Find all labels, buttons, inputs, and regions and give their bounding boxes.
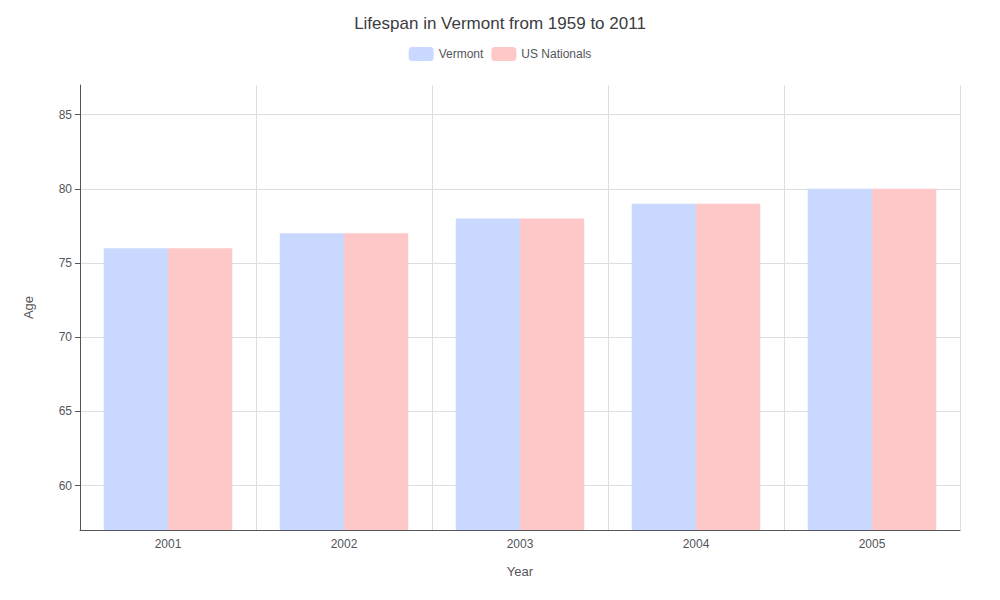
svg-text:60: 60 bbox=[59, 479, 73, 493]
svg-text:2003: 2003 bbox=[507, 537, 534, 551]
svg-text:75: 75 bbox=[59, 256, 73, 270]
svg-text:2001: 2001 bbox=[155, 537, 182, 551]
svg-text:2004: 2004 bbox=[683, 537, 710, 551]
svg-text:2002: 2002 bbox=[331, 537, 358, 551]
svg-text:70: 70 bbox=[59, 330, 73, 344]
svg-text:65: 65 bbox=[59, 404, 73, 418]
svg-text:85: 85 bbox=[59, 108, 73, 122]
svg-text:Year: Year bbox=[507, 564, 534, 579]
svg-text:80: 80 bbox=[59, 182, 73, 196]
svg-text:US Nationals: US Nationals bbox=[521, 47, 591, 61]
svg-text:Vermont: Vermont bbox=[439, 47, 484, 61]
svg-text:2005: 2005 bbox=[859, 537, 886, 551]
svg-text:Lifespan in Vermont from 1959: Lifespan in Vermont from 1959 to 2011 bbox=[354, 14, 646, 33]
svg-text:Age: Age bbox=[21, 296, 36, 319]
